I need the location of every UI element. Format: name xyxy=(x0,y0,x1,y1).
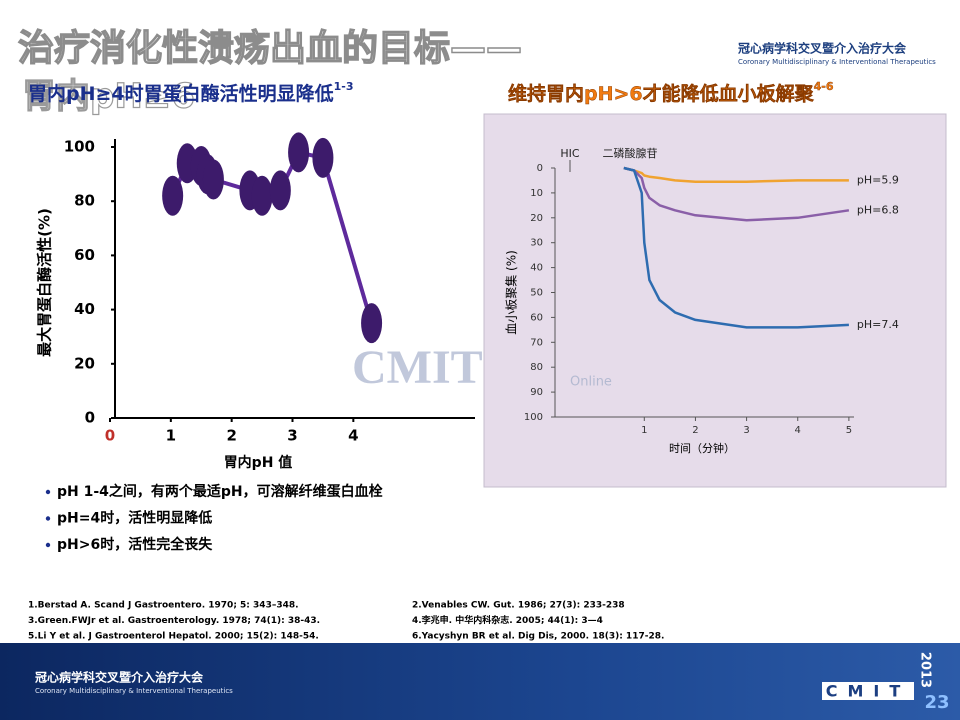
y-axis-label: 血小板聚集 (%) xyxy=(504,250,519,335)
reference: 5.Li Y et al. J Gastroenterol Hepatol. 2… xyxy=(28,632,319,642)
line xyxy=(623,166,849,329)
x-tick-label: 4 xyxy=(348,427,358,445)
watermark: Online xyxy=(570,375,612,390)
page-number: 23 xyxy=(924,692,949,713)
y-tick-label: 80 xyxy=(74,192,95,210)
y-tick-label: 10 xyxy=(530,188,543,199)
year: 2013 xyxy=(918,652,933,688)
x-tick-label: 1 xyxy=(166,427,176,445)
watermark: CMIT xyxy=(352,341,483,394)
bullet-dot xyxy=(45,516,51,521)
y-tick-label: 50 xyxy=(530,288,543,299)
series-label: pH=7.4 xyxy=(857,318,899,331)
left-heading: 胃内pH≥4时胃蛋白酶活性明显降低1-3 xyxy=(28,80,354,105)
x-axis-label: 胃内pH 值 xyxy=(224,454,293,471)
right-heading: 维持胃内pH>6才能降低血小板解聚4-6 xyxy=(508,80,834,105)
y-tick-label: 80 xyxy=(530,362,543,373)
y-tick-label: 100 xyxy=(64,138,95,156)
x-tick-label: 3 xyxy=(287,427,297,445)
heading-sup: 4-6 xyxy=(814,80,834,93)
y-tick-label: 60 xyxy=(530,312,543,323)
marker xyxy=(312,137,334,178)
x-tick-label: 2 xyxy=(226,427,236,445)
footer-logo-en: Coronary Multidisciplinary & Interventio… xyxy=(35,687,233,695)
reference: 3.Green.FWJr et al. Gastroenterology. 19… xyxy=(28,616,320,626)
bullet: pH>6时，活性完全丧失 xyxy=(57,536,213,553)
brand: CMIT xyxy=(826,682,911,701)
bullet: pH 1-4之间，有两个最适pH，可溶解纤维蛋白血栓 xyxy=(57,483,383,500)
title-line2: 胃内pH≥6 xyxy=(22,77,195,117)
x-tick-label: 5 xyxy=(846,425,852,436)
reference: 1.Berstad A. Scand J Gastroentero. 1970;… xyxy=(28,601,299,611)
x-tick-label: 2 xyxy=(692,425,698,436)
line xyxy=(623,166,849,183)
line xyxy=(623,166,850,222)
footer-band xyxy=(0,643,960,720)
marker xyxy=(251,175,273,216)
y-tick-label: 60 xyxy=(74,246,95,264)
x-tick-label: 1 xyxy=(641,425,647,436)
logo-en: Coronary Multidisciplinary & Interventio… xyxy=(738,58,936,66)
marker xyxy=(288,132,310,173)
logo-cn: 冠心病学科交叉暨介入治疗大会 xyxy=(738,41,907,56)
reference: 2.Venables CW. Gut. 1986; 27(3): 233-238 xyxy=(412,601,625,611)
y-tick-label: 0 xyxy=(537,163,543,174)
marker xyxy=(361,303,383,344)
y-tick-label: 30 xyxy=(530,238,543,249)
heading-text: 维持胃内pH>6才能降低血小板解聚 xyxy=(508,82,815,105)
marker xyxy=(162,175,184,216)
heading-sup: 1-3 xyxy=(334,80,354,93)
y-axis-label: 最大胃蛋白酶活性(%) xyxy=(36,208,54,357)
marker xyxy=(269,170,291,211)
brand-box xyxy=(822,682,914,700)
reference: 4.李兆申. 中华内科杂志. 2005; 44(1): 3—4 xyxy=(412,614,603,626)
x-tick-label: 4 xyxy=(795,425,801,436)
y-tick-label: 100 xyxy=(524,412,543,423)
y-tick-label: 90 xyxy=(530,387,543,398)
marker xyxy=(202,159,224,200)
bullet: pH=4时，活性明显降低 xyxy=(57,510,212,527)
y-tick-label: 20 xyxy=(530,213,543,224)
bullet-dot xyxy=(45,489,51,495)
chart-panel xyxy=(483,113,947,488)
x-axis-label: 时间（分钟） xyxy=(669,441,735,455)
footer-logo-cn: 冠心病学科交叉暨介入治疗大会 xyxy=(35,670,204,685)
x-tick-label: 0 xyxy=(105,427,115,445)
reference: 6.Yacyshyn BR et al. Dig Dis, 2000. 18(3… xyxy=(412,632,664,642)
title: 治疗消化性溃疡出血的目标—— xyxy=(18,28,522,69)
heading-text: 胃内pH≥4时胃蛋白酶活性明显降低 xyxy=(28,82,334,105)
y-tick-label: 20 xyxy=(74,354,95,372)
annotation: 二磷酸腺苷 xyxy=(603,146,658,160)
series-label: pH=5.9 xyxy=(857,173,899,186)
x-tick-label: 3 xyxy=(743,425,749,436)
bullet-dot xyxy=(45,542,51,548)
y-tick-label: 40 xyxy=(530,263,543,274)
annotation: HIC xyxy=(560,147,580,160)
series-label: pH=6.8 xyxy=(857,203,899,216)
y-tick-label: 70 xyxy=(530,337,543,348)
y-tick-label: 40 xyxy=(74,300,95,318)
y-tick-label: 0 xyxy=(85,409,95,427)
